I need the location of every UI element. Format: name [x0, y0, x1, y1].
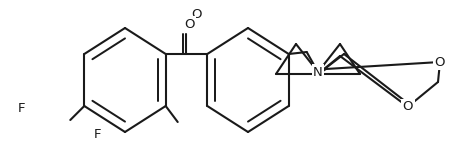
- Text: F: F: [18, 103, 25, 116]
- Text: O: O: [192, 7, 202, 21]
- Text: O: O: [402, 100, 412, 114]
- Text: F: F: [94, 127, 101, 140]
- Text: N: N: [313, 65, 322, 79]
- Text: O: O: [184, 17, 194, 30]
- Text: O: O: [434, 56, 444, 69]
